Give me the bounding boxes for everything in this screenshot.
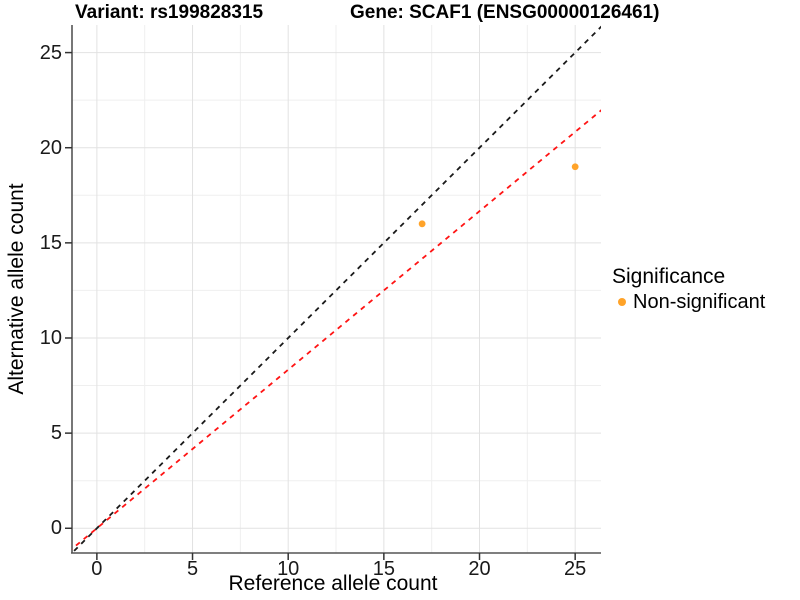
variant-title: Variant: rs199828315 <box>75 2 264 23</box>
identity-line <box>72 25 601 553</box>
gene-title: Gene: SCAF1 (ENSG00000126461) <box>350 2 660 23</box>
data-point <box>571 163 579 171</box>
legend-item-label: Non-significant <box>633 291 766 313</box>
legend-title: Significance <box>612 265 726 288</box>
x-axis-title: Reference allele count <box>228 572 438 595</box>
legend-point-icon <box>618 298 626 306</box>
reference-lines <box>72 25 601 553</box>
data-point <box>418 220 426 228</box>
legend-item-non-significant: Non-significant <box>612 290 765 314</box>
legend: Significance Non-significant <box>612 265 765 314</box>
expected-ratio-line <box>72 109 601 551</box>
